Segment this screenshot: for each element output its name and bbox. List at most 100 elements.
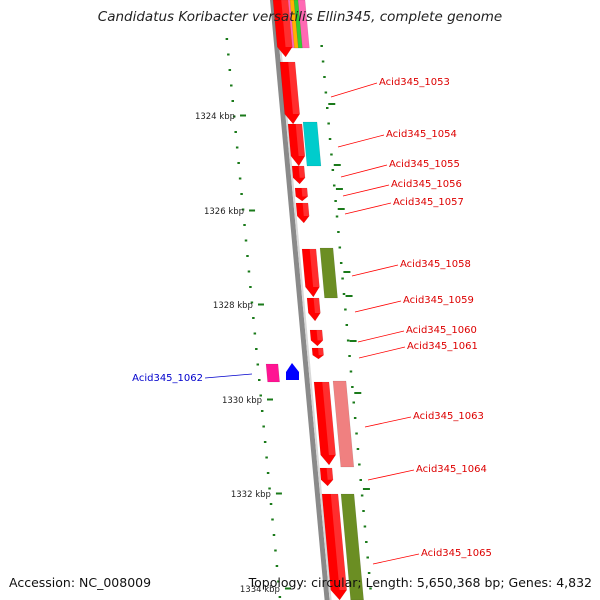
gene-arrow-shade <box>316 330 323 341</box>
gene-arrow <box>272 0 293 58</box>
topology-summary: Topology: circular; Length: 5,650,368 bp… <box>248 575 592 590</box>
track-dot <box>327 122 330 125</box>
gene-arrow-shade <box>326 468 334 480</box>
scale-dot <box>238 177 242 180</box>
scale-dot <box>271 518 274 521</box>
gene-arrow-shade <box>322 382 336 455</box>
gene-arrow <box>309 329 324 347</box>
gene-arrow-shade <box>318 348 324 356</box>
scale-tick <box>249 209 256 212</box>
scale-dot <box>225 38 229 40</box>
gene-arrow-shade <box>302 203 310 216</box>
genome-backbone <box>270 0 330 600</box>
gene-leader-line <box>358 346 406 359</box>
salmon-feature-block <box>332 380 355 468</box>
gene-arrow-shade <box>288 62 300 114</box>
track-dot <box>349 370 353 373</box>
gene-leader-line <box>342 184 390 197</box>
gene-label: Acid345_1060 <box>406 325 477 336</box>
scale-dot <box>263 441 267 443</box>
gene-label: Acid345_1063 <box>413 411 484 422</box>
track-tick <box>349 340 357 342</box>
olive-feature-block <box>319 247 338 299</box>
gene-leader-line <box>364 416 412 428</box>
gene-label: Acid345_1055 <box>389 159 460 170</box>
track-tick <box>345 295 353 297</box>
scale-dot <box>277 580 280 583</box>
scale-dot <box>250 301 254 304</box>
cyan-feature-block <box>302 121 322 167</box>
gene-leader-line <box>357 330 405 343</box>
dotted-track-layer <box>225 38 372 598</box>
gene-label: Acid345_1057 <box>393 197 464 208</box>
track-dot <box>353 417 357 419</box>
gene-arrow <box>294 187 309 202</box>
scale-dot <box>232 115 236 118</box>
track-dot <box>331 169 335 171</box>
track-dot <box>344 308 347 311</box>
gene-arrow-body <box>301 248 320 298</box>
gene-arrow <box>321 493 347 600</box>
gene-label: Acid345_1054 <box>386 129 457 140</box>
track-tick <box>354 392 362 394</box>
scale-dot <box>252 317 255 319</box>
gene-label: Acid345_1058 <box>400 259 471 270</box>
scale-dot <box>243 224 246 226</box>
gene-label: Acid345_1061 <box>407 341 478 352</box>
gene-leader-line <box>340 164 388 178</box>
track-tick <box>362 488 370 490</box>
backbone-highlight <box>275 0 332 600</box>
gene-arrow <box>313 381 336 466</box>
scale-dot <box>266 472 270 474</box>
scale-dot <box>241 208 245 211</box>
gene-arrow-shade <box>309 249 320 287</box>
track-dot <box>321 60 325 63</box>
track-dot <box>369 587 372 590</box>
scale-dot <box>259 394 262 397</box>
gene-arrow-body <box>309 329 324 347</box>
track-dot <box>332 184 336 187</box>
scale-dot <box>237 162 240 164</box>
gene-arrow-body <box>294 187 309 202</box>
scale-dot <box>275 565 279 567</box>
gene-arrow-shade <box>295 124 305 156</box>
gene-arrow-body <box>319 467 334 487</box>
track-dot <box>346 339 350 342</box>
scale-dot <box>227 53 230 56</box>
gene-arrow-body <box>313 381 336 466</box>
scale-dot <box>244 239 248 242</box>
gene-arrow <box>301 248 320 298</box>
scale-dot <box>253 332 257 335</box>
gene-arrow-reverse <box>286 363 299 380</box>
scale-dot <box>265 456 268 459</box>
gene-label: Acid345_1053 <box>379 77 450 88</box>
gene-arrow-body <box>291 165 306 185</box>
track-dot <box>330 153 333 156</box>
scale-dot <box>240 193 243 195</box>
track-dot <box>345 324 349 326</box>
track-dot <box>326 107 329 109</box>
scale-dot <box>278 596 282 598</box>
gene-arrow-shade <box>301 188 308 197</box>
gene-arrow-body <box>295 202 310 224</box>
scale-label: 1334 kbp <box>240 585 280 595</box>
scale-tick <box>240 114 247 117</box>
gene-label: Acid345_1062 <box>132 373 203 384</box>
scale-label: 1330 kbp <box>222 396 262 406</box>
gene-leader-line <box>337 134 385 148</box>
scale-dot <box>234 131 237 133</box>
gene-label-layer: Acid345_1053 Acid345_1054 Acid345_1055 Acid… <box>132 77 492 565</box>
track-dot <box>324 91 328 94</box>
olive-feature-block <box>340 493 364 600</box>
scale-tick <box>267 398 273 401</box>
track-dot <box>367 572 371 574</box>
scale-layer: 1324 kbp 1326 kbp 1328 kbp 1330 kbp 1332 kbp… <box>195 103 370 595</box>
gene-arrow-body <box>272 0 293 58</box>
scale-dot <box>230 84 233 87</box>
track-dot <box>362 510 365 512</box>
gene-arrow-body <box>279 61 300 125</box>
gene-arrow-shade <box>298 166 306 178</box>
track-dot <box>323 76 326 78</box>
